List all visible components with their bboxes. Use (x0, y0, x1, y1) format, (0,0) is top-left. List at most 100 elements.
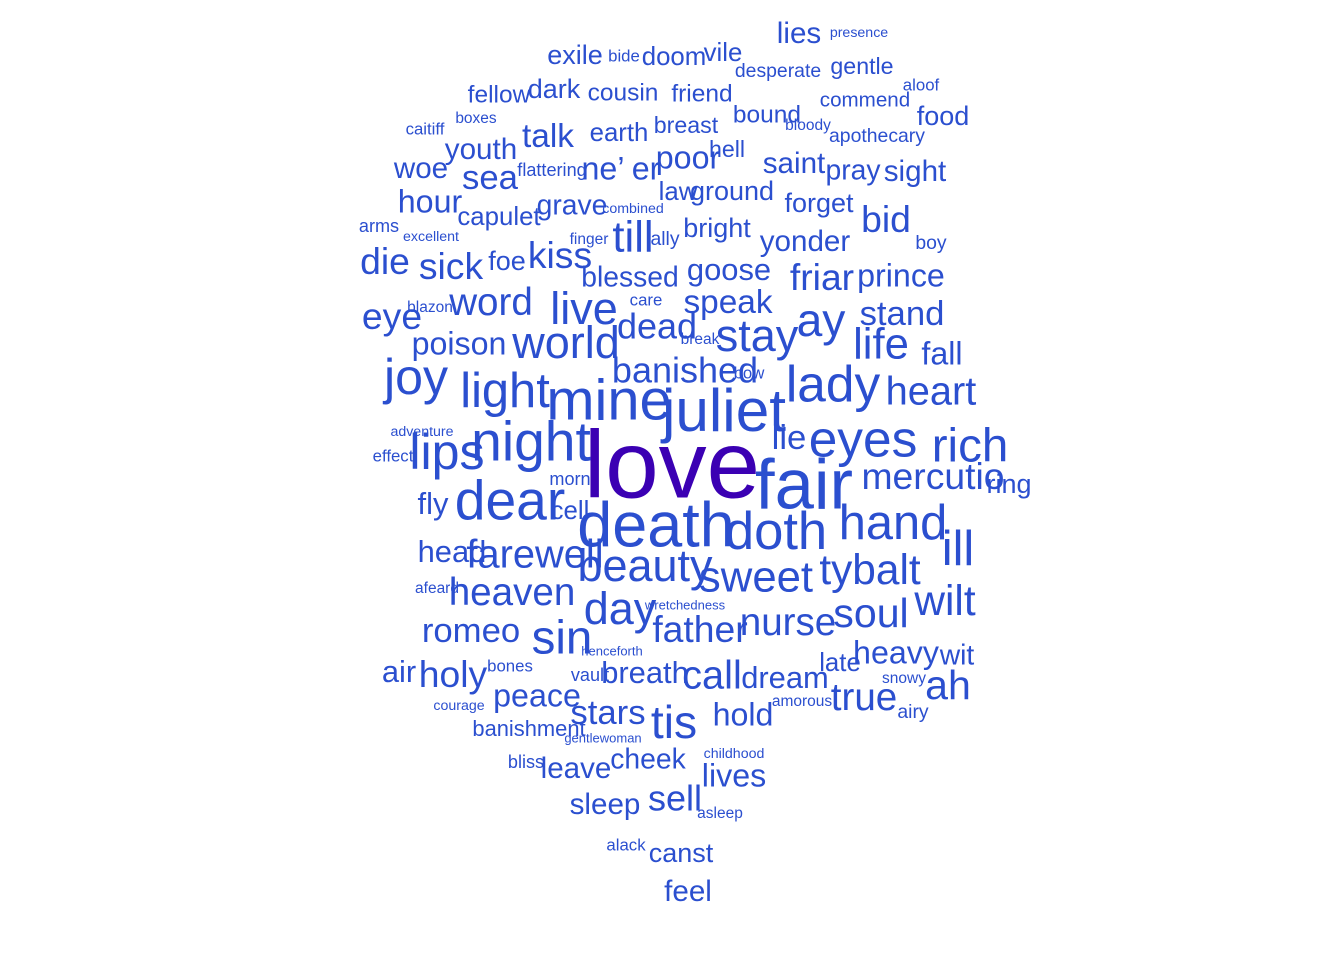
word-eye: eye (362, 295, 422, 337)
word-lady: lady (786, 355, 881, 413)
word-hour: hour (398, 184, 463, 220)
word-boy: boy (915, 232, 947, 254)
word-romeo: romeo (422, 612, 520, 650)
word-father: father (652, 608, 747, 650)
word-bloody: bloody (785, 117, 831, 134)
word-peace: peace (493, 678, 581, 714)
word-lie: lie (772, 419, 807, 457)
word-caitiff: caitiff (406, 119, 445, 138)
word-ground: ground (690, 176, 774, 206)
word-die: die (360, 240, 410, 282)
word-break: break (681, 331, 720, 348)
word-woe: woe (393, 152, 448, 185)
word-bliss: bliss (508, 752, 544, 772)
word-breast: breast (654, 112, 719, 138)
word-childhood: childhood (704, 746, 765, 762)
word-light: light (460, 364, 550, 418)
word-grave: grave (537, 188, 608, 220)
word-vile: vile (704, 39, 743, 67)
word-wit: wit (939, 638, 975, 670)
word-ill: ill (942, 522, 975, 576)
word-ay: ay (797, 294, 846, 346)
word-friend: friend (671, 80, 732, 107)
word-bide: bide (608, 46, 640, 65)
word-word: word (448, 281, 533, 324)
word-true: true (831, 676, 897, 719)
word-afeard: afeard (415, 580, 459, 597)
word-ne: ne’ (582, 151, 625, 187)
word-sea: sea (462, 159, 519, 197)
word-bid: bid (861, 198, 911, 240)
word-stand: stand (860, 295, 945, 333)
word-vault: vault (571, 665, 609, 685)
word-fellow: fellow (468, 81, 531, 108)
word-aloof: aloof (903, 75, 940, 94)
word-poison: poison (412, 326, 507, 362)
word-fair: fair (755, 445, 853, 524)
word-courage: courage (433, 698, 484, 714)
word-dark: dark (528, 74, 581, 104)
word-morn: morn (549, 469, 590, 489)
word-till: till (612, 213, 653, 262)
word-goose: goose (687, 252, 771, 287)
word-food: food (917, 101, 970, 131)
word-boxes: boxes (455, 110, 497, 127)
word-banishment: banishment (472, 716, 585, 741)
word-wilt: wilt (913, 577, 975, 624)
word-ah: ah (925, 662, 971, 708)
word-fall: fall (921, 336, 962, 372)
word-care: care (630, 290, 663, 309)
word-amorous: amorous (772, 693, 833, 710)
word-airy: airy (897, 701, 929, 723)
word-heart: heart (886, 370, 977, 414)
word-combined: combined (602, 201, 664, 217)
word-doom: doom (642, 43, 707, 71)
word-lips: lips (409, 424, 484, 480)
word-pray: pray (825, 153, 881, 185)
word-beauty: beauty (577, 540, 713, 591)
word-sleep: sleep (570, 788, 641, 821)
word-asleep: asleep (697, 805, 743, 822)
word-mercutio: mercutio (861, 455, 1004, 497)
word-flattering: flattering (517, 160, 586, 180)
word-snowy: snowy (882, 670, 926, 687)
word-poor: poor (656, 140, 721, 176)
word-forget: forget (784, 188, 854, 218)
word-blazon: blazon (407, 299, 453, 316)
word-world: world (511, 317, 620, 368)
word-cousin: cousin (588, 79, 659, 106)
word-er: er (632, 151, 661, 187)
word-effect: effect (373, 446, 414, 465)
word-joy: joy (382, 349, 448, 405)
word-dream: dream (741, 660, 829, 695)
word-sweet: sweet (699, 553, 813, 602)
word-arms: arms (359, 216, 399, 236)
word-breath: breath (601, 655, 689, 690)
word-day: day (584, 583, 657, 634)
word-canst: canst (649, 838, 714, 868)
word-juliet: juliet (660, 376, 786, 444)
word-saint: saint (763, 147, 826, 180)
word-bow: bow (734, 363, 766, 382)
word-head: head (418, 534, 487, 569)
word-late: late (819, 649, 861, 677)
word-hand: hand (839, 496, 948, 550)
word-exile: exile (547, 40, 603, 70)
word-stars: stars (570, 694, 645, 732)
word-ring: ring (986, 469, 1031, 499)
word-cheek: cheek (610, 742, 686, 774)
word-leave: leave (541, 752, 612, 785)
word-sin: sin (532, 612, 593, 665)
word-capulet: capulet (457, 203, 540, 231)
word-alack: alack (606, 835, 646, 854)
word-prince: prince (857, 258, 945, 294)
word-gentle: gentle (830, 53, 893, 79)
word-law: law (659, 178, 698, 206)
word-night: night (471, 411, 591, 473)
word-hell: hell (709, 136, 745, 162)
word-sick: sick (419, 245, 484, 287)
word-call: call (682, 654, 742, 698)
word-gentlewoman: gentlewoman (564, 730, 641, 745)
word-desperate: desperate (735, 60, 821, 82)
word-friar: friar (790, 256, 854, 298)
